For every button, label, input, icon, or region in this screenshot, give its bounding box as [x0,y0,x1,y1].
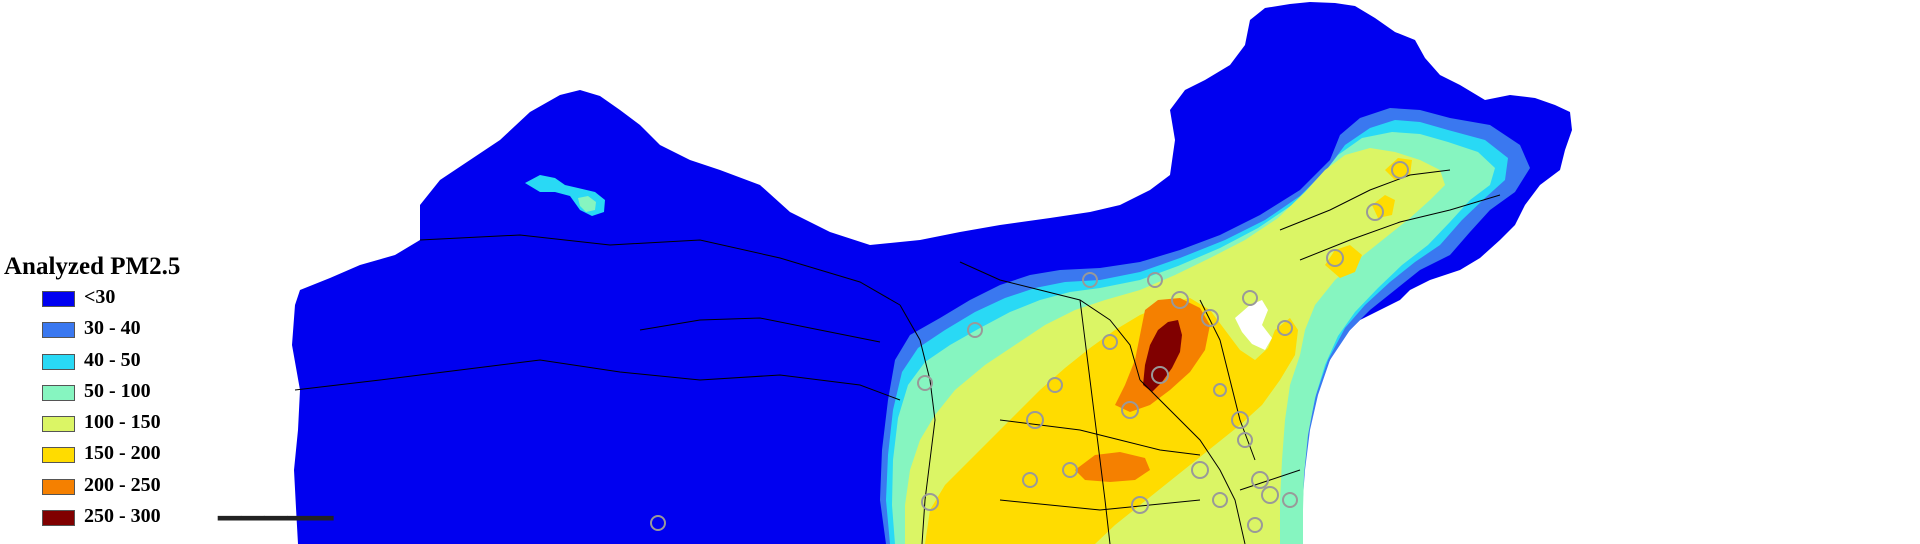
legend-swatch [42,384,75,401]
legend-label: 150 - 200 [84,442,161,465]
legend-swatch [42,510,75,527]
legend-item: 250 - 300 [4,503,244,534]
legend-title: Analyzed PM2.5 [4,253,181,280]
legend-label: <30 [84,286,116,308]
legend-swatch [42,291,75,307]
legend-item: 100 - 150 [4,409,244,440]
legend: Analyzed PM2.5 <30 30 - 40 40 - 50 50 - 100… [4,252,244,534]
legend-swatch [42,447,75,464]
region-150-200-main [925,298,1298,544]
legend-swatch [42,478,75,495]
legend-swatch [42,322,75,339]
legend-label: 200 - 250 [84,473,161,496]
legend-item: 40 - 50 [4,347,244,378]
legend-items: <30 30 - 40 40 - 50 50 - 100 100 - 150 150 - … [4,284,244,534]
legend-item: 30 - 40 [4,315,244,346]
station-markers [650,161,1409,533]
bohai-sea [1235,300,1272,350]
legend-label: 250 - 300 [84,505,161,528]
province-boundaries [294,169,1501,544]
legend-label: 40 - 50 [84,348,141,371]
legend-label: 30 - 40 [84,317,141,340]
legend-swatch [42,416,75,433]
legend-item: 200 - 250 [4,472,244,503]
region-150-200-northeast [1325,158,1412,278]
legend-label: 50 - 100 [84,379,151,402]
legend-label: 100 - 150 [84,411,161,434]
legend-item: <30 [4,284,244,315]
region-50-100-west [578,196,596,212]
legend-item: 50 - 100 [4,378,244,409]
legend-item: 150 - 200 [4,440,244,471]
legend-swatch [42,353,75,370]
clipped-text: ▔▔▔▔▔ [217,515,334,544]
